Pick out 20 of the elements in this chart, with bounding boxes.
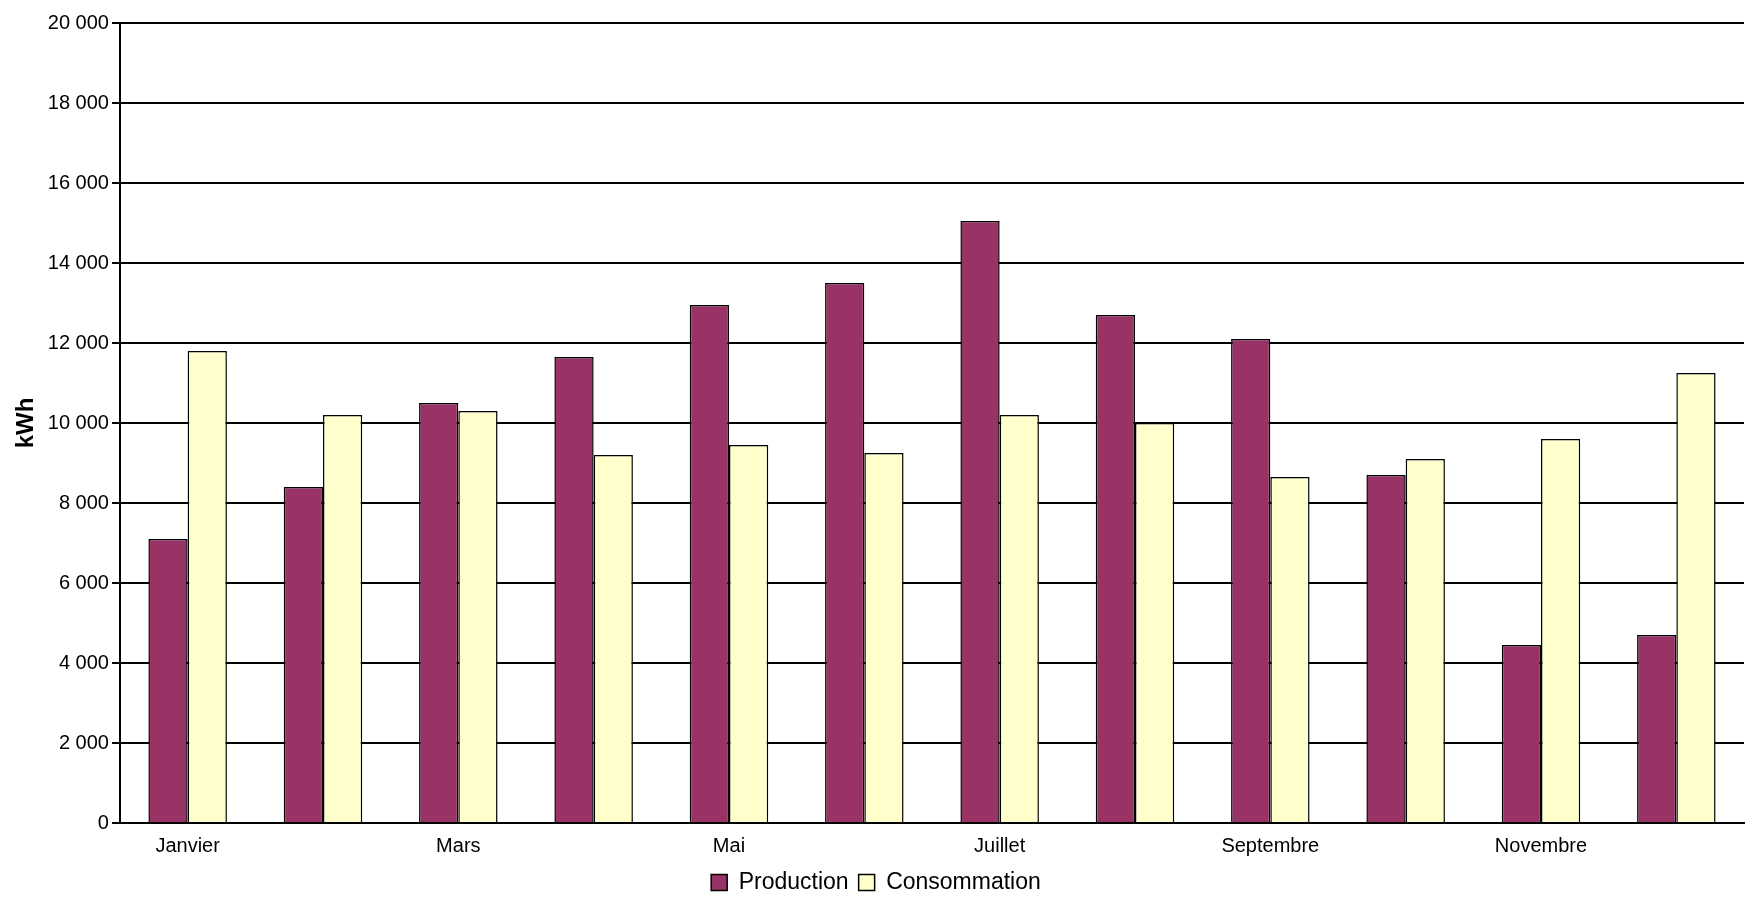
y-tick-label: 0: [97, 810, 109, 833]
x-tick-label: Janvier: [155, 833, 221, 856]
x-tick-label: Septembre: [1221, 833, 1320, 856]
y-tick-label: 14 000: [47, 250, 109, 273]
y-tick-label: 10 000: [47, 410, 109, 433]
x-tick-label: Novembre: [1494, 833, 1588, 856]
y-tick-label: 8 000: [58, 490, 109, 513]
y-tick-label: 12 000: [47, 330, 109, 353]
y-tick-label: 18 000: [47, 90, 109, 113]
y-tick-label: 2 000: [58, 730, 109, 753]
legend-label: Consommation: [886, 867, 1041, 894]
y-tick-label: 6 000: [58, 570, 109, 593]
x-tick-label: Mars: [436, 833, 481, 856]
y-tick-label: 20 000: [47, 10, 109, 33]
legend-label: Production: [738, 867, 849, 894]
y-tick-label: 16 000: [47, 170, 109, 193]
x-tick-label: Juillet: [974, 833, 1026, 856]
x-tick-label: Mai: [712, 833, 746, 856]
y-tick-label: 4 000: [58, 650, 109, 673]
y-axis-title: kWh: [11, 397, 39, 449]
